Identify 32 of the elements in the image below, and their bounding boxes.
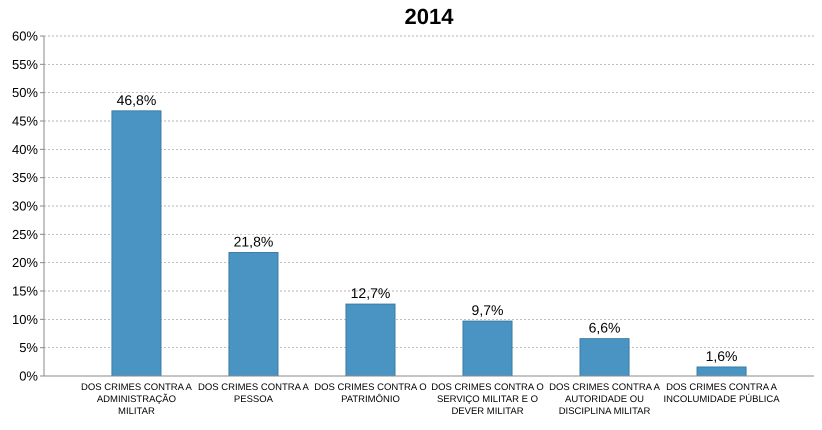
bar (462, 320, 512, 376)
y-tick-label: 25% (12, 226, 38, 242)
bar (228, 252, 278, 376)
bar (111, 110, 162, 376)
bar (346, 304, 396, 376)
data-label: 6,6% (588, 320, 620, 336)
y-tick-label: 0% (19, 368, 38, 384)
y-tick-label: 20% (12, 255, 38, 270)
y-tick-label: 40% (12, 142, 38, 157)
y-tick-label: 50% (12, 85, 38, 100)
x-tick-label: DOS CRIMES CONTRA A INCOLUMIDADE PÚBLICA (663, 382, 780, 405)
y-tick-label: 60% (12, 28, 38, 44)
y-tick-label: 30% (12, 198, 38, 214)
y-tick-label: 15% (12, 284, 38, 299)
data-label: 12,7% (350, 285, 390, 302)
bar (696, 366, 747, 376)
data-label: 46,8% (116, 92, 156, 108)
x-tick-label: DOS CRIMES CONTRA A ADMINISTRAÇÃO MILITAR (81, 382, 193, 417)
data-label: 21,8% (234, 233, 274, 250)
y-tick-label: 5% (19, 340, 38, 356)
x-tick-label: DOS CRIMES CONTRA A AUTORIDADE OU DISCIPLINA MILITAR (549, 382, 661, 417)
bar (580, 338, 630, 376)
x-tick-label: DOS CRIMES CONTRA A PESSOA (198, 382, 310, 405)
y-tick-label: 55% (12, 56, 38, 72)
y-tick-label: 10% (12, 312, 38, 327)
data-label: 9,7% (472, 302, 504, 318)
x-tick-label: DOS CRIMES CONTRA O PATRIMÔNIO (314, 382, 427, 405)
y-tick-label: 35% (12, 170, 38, 186)
x-tick-label: DOS CRIMES CONTRA O SERVIÇO MILITAR E O DEVER MILITAR (431, 382, 544, 417)
data-label: 1,6% (706, 348, 738, 364)
y-tick-label: 45% (12, 114, 38, 129)
chart-title: 2014 (404, 4, 454, 29)
